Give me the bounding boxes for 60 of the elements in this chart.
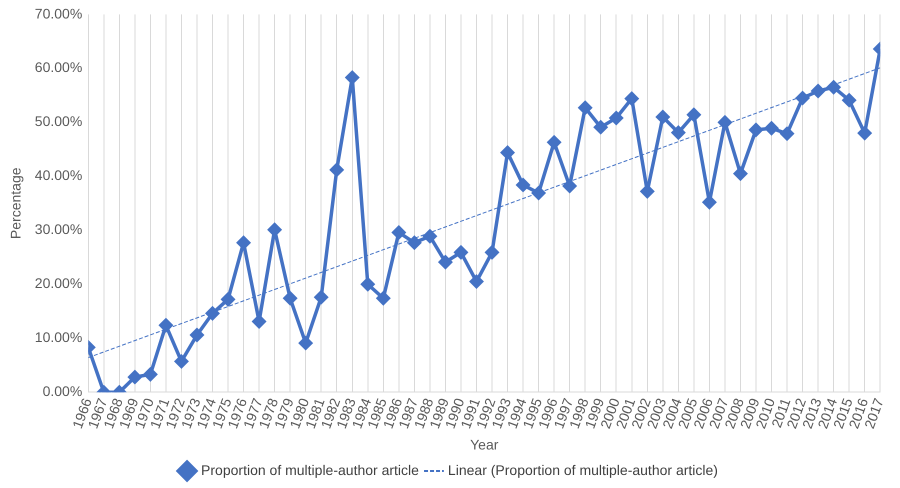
point	[454, 246, 468, 260]
point	[236, 236, 250, 250]
point	[423, 229, 437, 243]
point	[361, 278, 375, 291]
y-tick-label: 70.00%	[34, 5, 82, 22]
point	[298, 336, 312, 350]
y-tick-label: 20.00%	[34, 275, 82, 292]
y-axis-title: Percentage	[7, 167, 24, 240]
point	[159, 318, 173, 332]
point	[578, 101, 592, 115]
point	[392, 226, 406, 240]
point	[206, 306, 220, 320]
y-tick-label: 50.00%	[34, 113, 82, 130]
point	[128, 370, 142, 384]
point	[376, 292, 390, 306]
point	[826, 80, 840, 94]
point	[314, 290, 328, 304]
point	[672, 126, 686, 140]
point	[547, 136, 561, 150]
point	[702, 195, 716, 209]
point	[842, 93, 856, 107]
legend-label: Linear (Proportion of multiple-author article)	[448, 462, 718, 478]
y-tick-label: 60.00%	[34, 59, 82, 76]
point	[609, 111, 623, 125]
point	[656, 110, 670, 124]
point	[532, 186, 546, 200]
point	[796, 91, 810, 105]
point	[811, 84, 825, 98]
point	[500, 146, 514, 160]
point	[221, 292, 235, 306]
point	[858, 126, 872, 140]
point	[283, 292, 297, 306]
point	[485, 246, 499, 260]
point	[594, 120, 608, 134]
point	[718, 116, 732, 130]
point	[625, 92, 639, 106]
y-tick-label: 40.00%	[34, 167, 82, 184]
point	[749, 123, 763, 137]
point	[438, 255, 452, 269]
x-axis-title: Year	[470, 436, 499, 452]
point	[640, 184, 654, 198]
point	[562, 179, 576, 193]
point	[408, 236, 422, 250]
point	[174, 354, 188, 368]
point	[780, 126, 794, 140]
point	[252, 314, 266, 328]
legend-label: Proportion of multiple-author article	[201, 462, 420, 478]
point	[144, 368, 158, 382]
point	[734, 166, 748, 180]
point	[190, 328, 204, 342]
point	[516, 178, 530, 192]
y-tick-label: 0.00%	[42, 383, 82, 400]
point	[687, 108, 701, 122]
point	[330, 163, 344, 177]
y-tick-label: 10.00%	[34, 329, 82, 346]
point	[764, 122, 778, 136]
point	[470, 274, 484, 288]
point	[268, 222, 282, 236]
point	[346, 70, 360, 84]
y-tick-label: 30.00%	[34, 221, 82, 238]
